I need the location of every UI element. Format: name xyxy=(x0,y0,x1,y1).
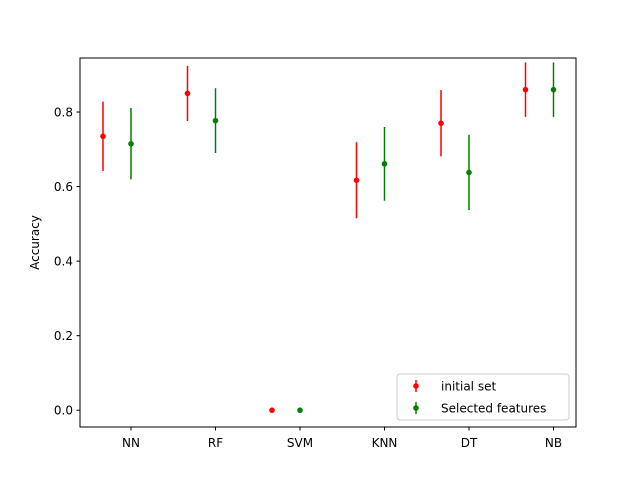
y-tick-label: 0.2 xyxy=(54,329,73,343)
x-axis-ticks: NN RF SVM KNN DT NB xyxy=(122,427,562,450)
x-tick-label: RF xyxy=(208,436,223,450)
y-tick-label: 0.4 xyxy=(54,254,73,268)
data-point xyxy=(550,86,557,93)
data-point xyxy=(128,140,134,147)
data-point xyxy=(212,117,219,124)
data-point xyxy=(353,177,360,184)
data-point xyxy=(184,90,191,97)
data-point xyxy=(466,169,472,176)
series-2 xyxy=(128,62,557,414)
x-tick-label: NN xyxy=(122,436,140,450)
x-tick-label: DT xyxy=(461,436,478,450)
legend: initial set Selected features xyxy=(396,373,570,421)
legend-marker-point xyxy=(413,405,419,411)
series-1 xyxy=(100,62,529,414)
y-tick-label: 0.6 xyxy=(54,180,73,194)
x-tick-label: NB xyxy=(545,436,562,450)
y-axis-ticks: 0.0 0.2 0.4 0.6 0.8 xyxy=(54,105,80,418)
data-point xyxy=(438,120,444,127)
data-point xyxy=(297,407,303,414)
y-axis-label: Accuracy xyxy=(28,215,42,270)
data-point xyxy=(269,407,275,414)
y-tick-label: 0.8 xyxy=(54,105,73,119)
legend-box xyxy=(396,373,570,421)
plot-frame xyxy=(79,57,577,428)
x-tick-label: KNN xyxy=(372,436,398,450)
plot-marks xyxy=(100,62,557,414)
data-point xyxy=(100,133,106,140)
legend-marker-point xyxy=(413,383,419,389)
data-point xyxy=(381,161,388,167)
legend-label: initial set xyxy=(441,379,496,393)
y-tick-label: 0.0 xyxy=(54,404,73,418)
data-point xyxy=(522,86,529,93)
x-tick-label: SVM xyxy=(287,436,313,450)
legend-label: Selected features xyxy=(441,401,546,415)
